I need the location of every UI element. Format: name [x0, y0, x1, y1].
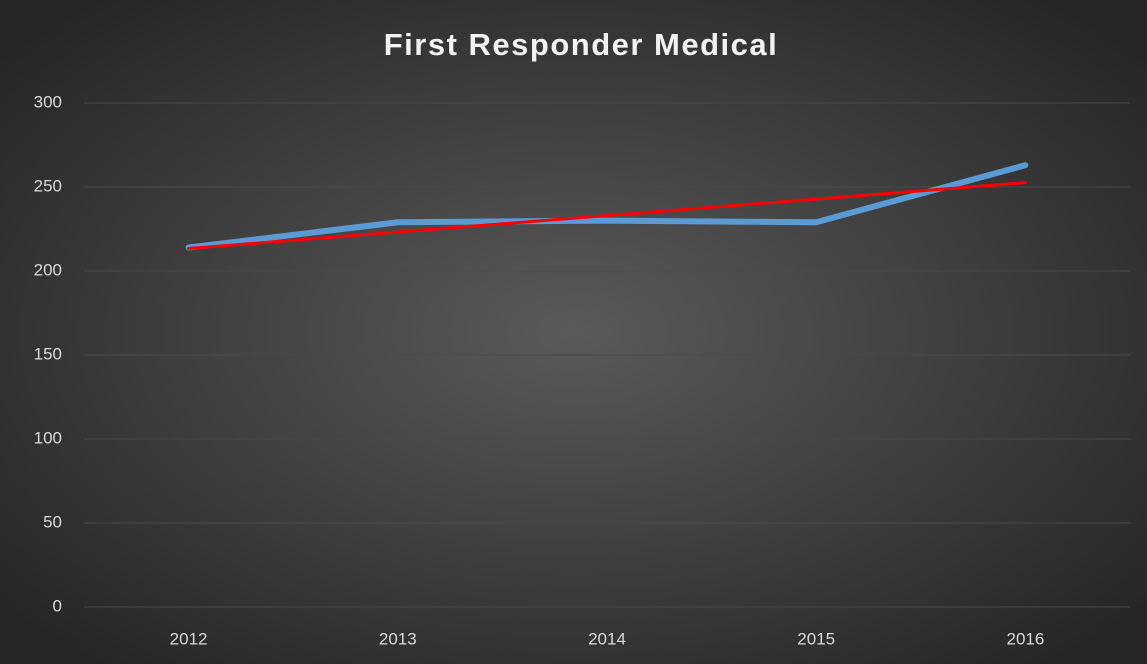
y-tick-label: 0: [53, 596, 62, 615]
x-tick-label: 2014: [588, 629, 626, 648]
y-tick-label: 50: [43, 512, 62, 531]
y-tick-label: 100: [34, 428, 62, 447]
y-tick-label: 250: [34, 176, 62, 195]
y-tick-label: 200: [34, 260, 62, 279]
x-tick-label: 2015: [797, 629, 835, 648]
x-tick-label: 2013: [379, 629, 417, 648]
series-line: [185, 162, 1029, 251]
chart-title: First Responder Medical: [384, 27, 779, 62]
x-tick-label: 2016: [1006, 629, 1044, 648]
y-tick-label: 150: [34, 344, 62, 363]
y-tick-label: 300: [34, 92, 62, 111]
series-line: [187, 181, 1027, 250]
x-tick-label: 2012: [170, 629, 208, 648]
